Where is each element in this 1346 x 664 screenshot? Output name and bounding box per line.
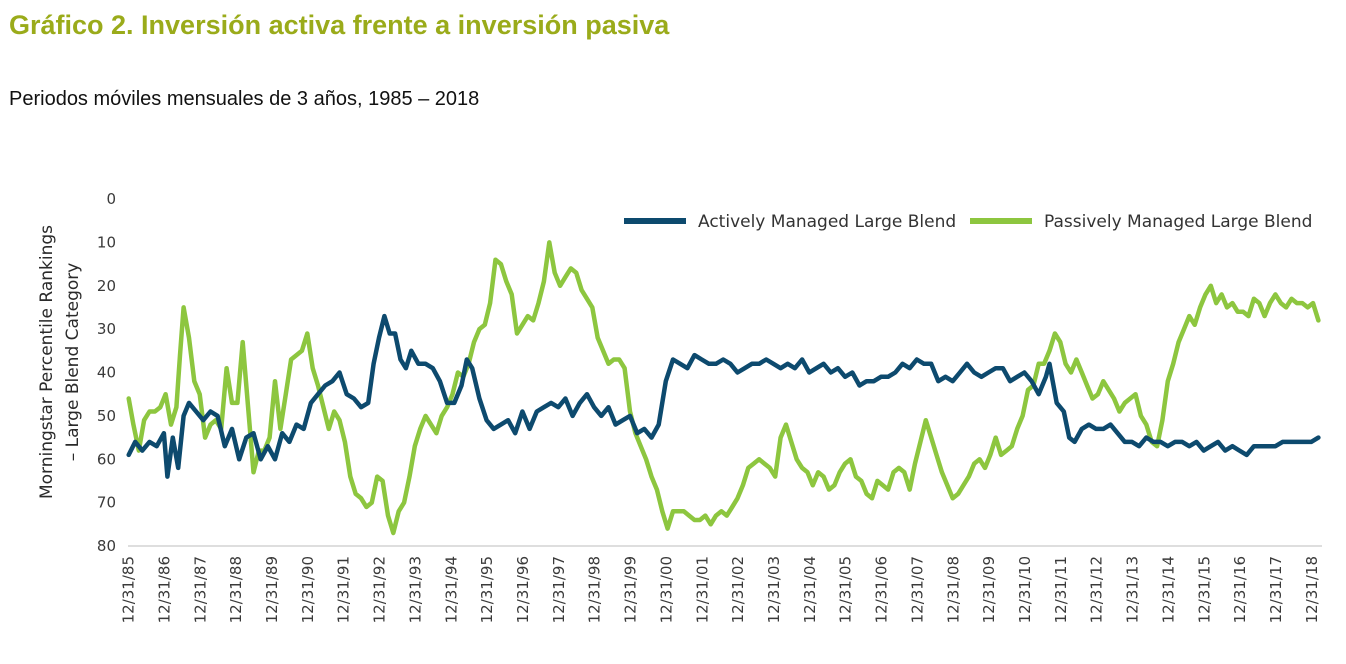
x-tick-label: 12/31/07 [908, 556, 926, 623]
x-tick-label: 12/31/14 [1159, 556, 1177, 623]
x-tick-label: 12/31/17 [1267, 556, 1285, 623]
x-tick-label: 12/31/16 [1231, 556, 1249, 623]
x-tick-label: 12/31/00 [657, 556, 675, 623]
x-tick-label: 12/31/03 [765, 556, 783, 623]
x-tick-label: 12/31/11 [1052, 556, 1070, 623]
x-tick-label: 12/31/05 [837, 556, 855, 623]
y-axis-label-line-2: – Large Blend Category [63, 263, 83, 462]
x-axis-ticks: 12/31/85 12/31/86 12/31/87 12/31/88 12/31/89… [120, 556, 1321, 623]
x-tick-label: 12/31/13 [1124, 556, 1142, 623]
x-tick-label: 12/31/88 [227, 556, 245, 623]
x-tick-label: 12/31/85 [120, 556, 138, 623]
y-tick-label: 40 [97, 364, 116, 382]
x-tick-label: 12/31/06 [873, 556, 891, 623]
x-tick-label: 12/31/15 [1195, 556, 1213, 623]
legend-label-active: Actively Managed Large Blend [698, 212, 956, 232]
legend: Actively Managed Large Blend Passively M… [624, 212, 1312, 232]
x-tick-label: 12/31/91 [335, 556, 353, 623]
x-tick-label: 12/31/95 [478, 556, 496, 623]
x-tick-label: 12/31/86 [155, 556, 173, 623]
x-tick-label: 12/31/89 [263, 556, 281, 623]
x-tick-label: 12/31/99 [622, 556, 640, 623]
x-tick-label: 12/31/01 [693, 556, 711, 623]
y-tick-label: 70 [97, 494, 116, 512]
series-line-active [126, 313, 1321, 479]
x-tick-label: 12/31/94 [442, 556, 460, 623]
y-tick-label: 20 [97, 277, 116, 295]
series-layer [126, 240, 1321, 536]
x-tick-label: 12/31/97 [550, 556, 568, 623]
x-tick-label: 12/31/18 [1303, 556, 1321, 623]
page-subtitle: Periodos móviles mensuales de 3 años, 19… [9, 88, 480, 110]
x-tick-label: 12/31/09 [980, 556, 998, 623]
x-tick-label: 12/31/12 [1088, 556, 1106, 623]
y-tick-label: 10 [97, 233, 116, 251]
y-tick-label: 0 [106, 190, 116, 208]
x-tick-label: 12/31/04 [801, 556, 819, 623]
x-tick-label: 12/31/98 [586, 556, 604, 623]
y-axis-label-line-1: Morningstar Percentile Rankings [37, 225, 57, 499]
legend-label-passive: Passively Managed Large Blend [1044, 212, 1312, 232]
x-tick-label: 12/31/96 [514, 556, 532, 623]
x-tick-label: 12/31/93 [406, 556, 424, 623]
x-tick-label: 12/31/02 [729, 556, 747, 623]
series-line-passive [126, 240, 1321, 536]
y-tick-label: 50 [97, 407, 116, 425]
x-tick-label: 12/31/92 [371, 556, 389, 623]
y-tick-label: 30 [97, 320, 116, 338]
y-axis-ticks: 0 10 20 30 40 50 60 70 80 [97, 190, 116, 555]
y-tick-label: 80 [97, 537, 116, 555]
x-tick-label: 12/31/10 [1016, 556, 1034, 623]
y-tick-label: 60 [97, 450, 116, 468]
page-title: Gráfico 2. Inversión activa frente a inv… [9, 10, 670, 40]
x-tick-label: 12/31/90 [299, 556, 317, 623]
x-tick-label: 12/31/87 [191, 556, 209, 623]
x-tick-label: 12/31/08 [944, 556, 962, 623]
